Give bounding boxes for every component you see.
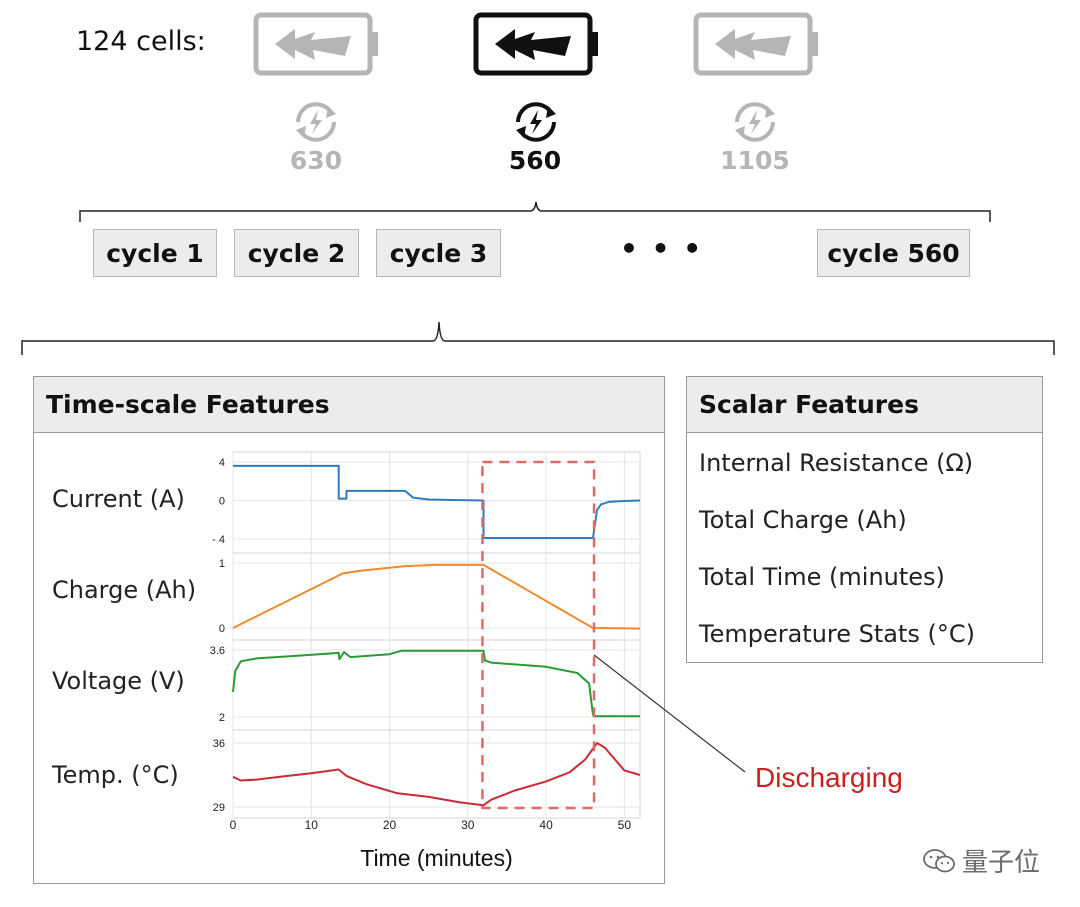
cycle-count-1105: 1105 (720, 146, 790, 175)
recycle-charge-icon (735, 102, 775, 142)
recycle-charge-icon (296, 102, 336, 142)
wechat-icon (923, 848, 955, 872)
cycle-box-3: cycle 3 (376, 229, 501, 277)
x-tick-label: 30 (461, 818, 475, 832)
x-tick-label: 50 (618, 818, 632, 832)
feature-temperature-stats: Temperature Stats (°C) (699, 620, 976, 648)
recycle-charge-icon (516, 102, 556, 142)
feature-internal-resistance: Internal Resistance (Ω) (699, 449, 974, 477)
series-line-charge (232, 563, 641, 630)
watermark: 量子位 (922, 842, 1040, 879)
series-line-current (233, 464, 641, 539)
y-tick-label: 36 (213, 738, 225, 750)
scalar-features-title: Scalar Features (687, 377, 1042, 433)
cycle-box-1: cycle 1 (93, 229, 217, 277)
row-label-voltage: Voltage (V) (52, 667, 185, 695)
discharging-highlight-box (481, 460, 596, 810)
x-tick-label: 20 (383, 818, 397, 832)
ellipsis: • • • (620, 232, 704, 265)
y-tick-label: 0 (219, 623, 225, 635)
discharging-label: Discharging (755, 762, 903, 793)
y-tick-label: - 4 (212, 534, 225, 546)
scalar-features-panel: Scalar Features Internal Resistance (Ω) … (686, 376, 1043, 663)
series-line-temp (232, 742, 641, 807)
y-tick-label: 29 (213, 802, 225, 814)
plot-frame (232, 552, 641, 641)
y-tick-label: 4 (219, 457, 225, 469)
battery-icon-630 (253, 12, 378, 76)
y-tick-label: 0 (219, 496, 225, 508)
cycle-count-630: 630 (289, 146, 343, 175)
y-tick-label: 2 (219, 712, 225, 724)
row-label-charge: Charge (Ah) (52, 576, 197, 604)
row-label-temp: Temp. (°C) (52, 761, 179, 789)
y-tick-label: 1 (219, 558, 225, 570)
cycle-box-2: cycle 2 (234, 229, 359, 277)
time-scale-features-title: Time-scale Features (34, 377, 664, 433)
x-tick-label: 40 (539, 818, 553, 832)
cycle-count-560: 560 (508, 146, 562, 175)
x-axis-label: Time (minutes) (360, 845, 513, 871)
x-tick-label: 0 (230, 818, 237, 832)
cells-count-label: 124 cells: (76, 26, 206, 57)
series-line-voltage (232, 649, 640, 718)
feature-total-charge: Total Charge (Ah) (699, 506, 907, 534)
feature-total-time: Total Time (minutes) (699, 563, 945, 591)
cycle-box-560: cycle 560 (817, 229, 970, 277)
watermark-text: 量子位 (962, 848, 1041, 878)
discharging-pointer-line (593, 654, 746, 773)
row-label-current: Current (A) (52, 485, 185, 513)
battery-icon-560 (473, 12, 598, 76)
time-scale-features-panel: Time-scale Features Current (A) Charge (… (33, 376, 665, 884)
y-tick-label: 3.6 (210, 645, 225, 657)
battery-icon-1105 (693, 12, 818, 76)
x-tick-label: 10 (305, 818, 319, 832)
